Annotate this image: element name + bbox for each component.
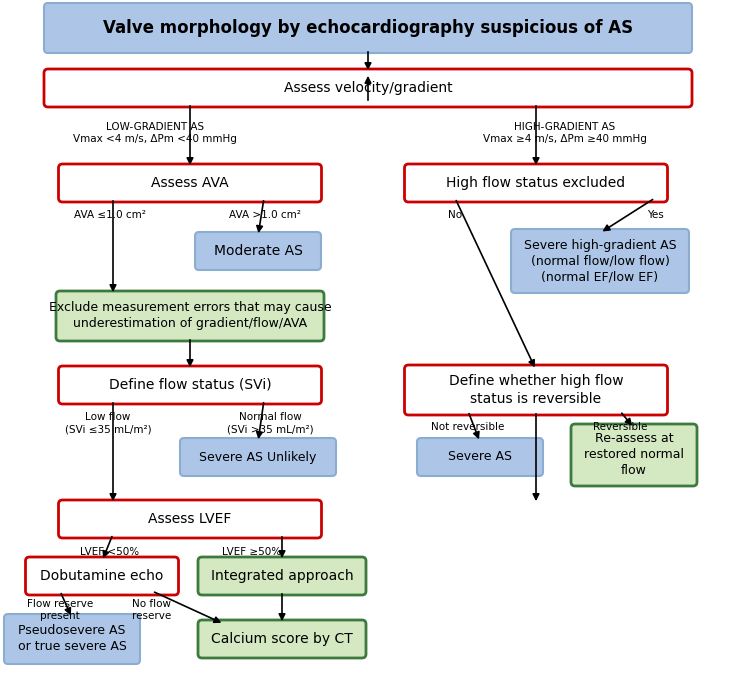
Text: AVA ≤1.0 cm²: AVA ≤1.0 cm² bbox=[74, 210, 146, 220]
FancyBboxPatch shape bbox=[195, 232, 321, 270]
FancyBboxPatch shape bbox=[180, 438, 336, 476]
Text: Exclude measurement errors that may cause
underestimation of gradient/flow/AVA: Exclude measurement errors that may caus… bbox=[49, 302, 331, 330]
Text: LVEF ≥50%: LVEF ≥50% bbox=[223, 547, 282, 557]
FancyBboxPatch shape bbox=[404, 164, 667, 202]
Text: Integrated approach: Integrated approach bbox=[211, 569, 354, 583]
FancyBboxPatch shape bbox=[44, 69, 692, 107]
Text: Pseudosevere AS
or true severe AS: Pseudosevere AS or true severe AS bbox=[18, 625, 126, 653]
Text: Severe AS: Severe AS bbox=[448, 450, 512, 464]
Text: Assess velocity/gradient: Assess velocity/gradient bbox=[284, 81, 452, 95]
FancyBboxPatch shape bbox=[198, 557, 366, 595]
Text: No flow
reserve: No flow reserve bbox=[132, 599, 172, 621]
FancyBboxPatch shape bbox=[59, 500, 321, 538]
Text: Re-assess at
restored normal
flow: Re-assess at restored normal flow bbox=[584, 433, 684, 478]
Text: Normal flow
(SVi >35 mL/m²): Normal flow (SVi >35 mL/m²) bbox=[226, 412, 313, 434]
Text: LVEF <50%: LVEF <50% bbox=[80, 547, 140, 557]
Text: Not reversible: Not reversible bbox=[431, 422, 505, 432]
Text: Define whether high flow
status is reversible: Define whether high flow status is rever… bbox=[448, 374, 623, 406]
Text: Moderate AS: Moderate AS bbox=[214, 244, 302, 258]
Text: Valve morphology by echocardiography suspicious of AS: Valve morphology by echocardiography sus… bbox=[103, 19, 633, 37]
Text: Low flow
(SVi ≤35 mL/m²): Low flow (SVi ≤35 mL/m²) bbox=[65, 412, 151, 434]
Text: HIGH-GRADIENT AS
Vmax ≥4 m/s, ΔPm ≥40 mmHg: HIGH-GRADIENT AS Vmax ≥4 m/s, ΔPm ≥40 mm… bbox=[483, 122, 647, 144]
FancyBboxPatch shape bbox=[198, 620, 366, 658]
FancyBboxPatch shape bbox=[404, 365, 667, 415]
FancyBboxPatch shape bbox=[4, 614, 140, 664]
Text: High flow status excluded: High flow status excluded bbox=[446, 176, 625, 190]
Text: Assess AVA: Assess AVA bbox=[151, 176, 229, 190]
Text: Flow reserve
present: Flow reserve present bbox=[27, 599, 93, 621]
FancyBboxPatch shape bbox=[59, 366, 321, 404]
FancyBboxPatch shape bbox=[571, 424, 697, 486]
Text: Dobutamine echo: Dobutamine echo bbox=[40, 569, 164, 583]
Text: Define flow status (SVi): Define flow status (SVi) bbox=[109, 378, 271, 392]
Text: Severe AS Unlikely: Severe AS Unlikely bbox=[199, 450, 317, 464]
FancyBboxPatch shape bbox=[44, 3, 692, 53]
Text: No: No bbox=[448, 210, 462, 220]
Text: Calcium score by CT: Calcium score by CT bbox=[211, 632, 353, 646]
FancyBboxPatch shape bbox=[26, 557, 179, 595]
FancyBboxPatch shape bbox=[59, 164, 321, 202]
Text: AVA >1.0 cm²: AVA >1.0 cm² bbox=[229, 210, 301, 220]
Text: Reversible: Reversible bbox=[593, 422, 648, 432]
FancyBboxPatch shape bbox=[56, 291, 324, 341]
FancyBboxPatch shape bbox=[417, 438, 543, 476]
FancyBboxPatch shape bbox=[511, 229, 689, 293]
Text: LOW-GRADIENT AS
Vmax <4 m/s, ΔPm <40 mmHg: LOW-GRADIENT AS Vmax <4 m/s, ΔPm <40 mmH… bbox=[73, 122, 237, 144]
Text: Severe high-gradient AS
(normal flow/low flow)
(normal EF/low EF): Severe high-gradient AS (normal flow/low… bbox=[523, 238, 676, 283]
Text: Yes: Yes bbox=[647, 210, 664, 220]
Text: Assess LVEF: Assess LVEF bbox=[148, 512, 232, 526]
